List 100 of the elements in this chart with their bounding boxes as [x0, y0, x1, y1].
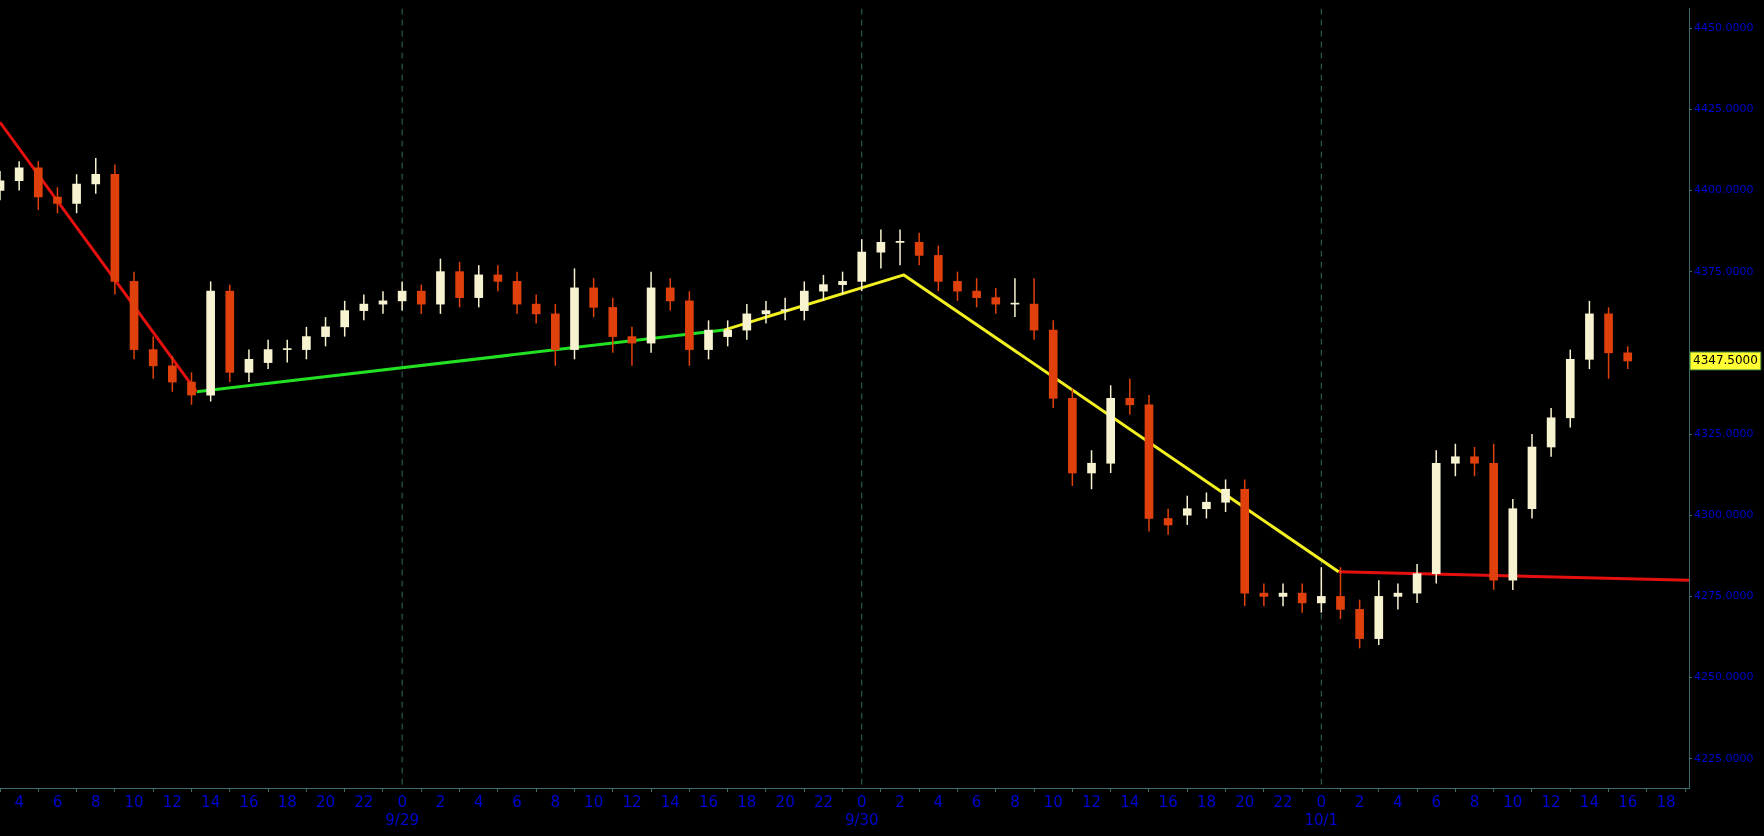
candlestick — [187, 371, 196, 406]
x-tick-label: 6 — [52, 792, 63, 811]
x-tick-label: 12 — [162, 792, 182, 811]
candlestick — [512, 270, 522, 315]
x-tick-label: 2 — [895, 792, 905, 811]
candlestick — [91, 157, 101, 195]
candlestick — [761, 300, 771, 325]
x-tick-label: 6 — [512, 792, 522, 811]
candlestick — [799, 280, 809, 322]
candlestick — [168, 355, 177, 393]
y-tick-label: 4450.0000 — [1694, 20, 1754, 34]
x-tick-label: 8 — [90, 792, 101, 811]
x-tick-label: 22 — [354, 792, 374, 811]
y-tick-label: 4225.0000 — [1694, 751, 1754, 765]
x-tick-label: 10 — [584, 792, 604, 811]
candlestick — [1470, 446, 1479, 477]
x-tick-label: 18 — [737, 792, 757, 811]
candlestick — [1451, 443, 1460, 477]
y-tick-label: 4325.0000 — [1694, 426, 1754, 440]
x-tick-label: 14 — [1579, 792, 1599, 811]
x-tick-label: 18 — [1656, 792, 1676, 811]
x-tick-label: 2 — [1354, 792, 1365, 811]
candlestick — [416, 283, 426, 315]
candlestick — [148, 335, 158, 380]
candlestick — [359, 293, 369, 322]
candlestick — [263, 339, 273, 370]
candlestick — [340, 300, 350, 338]
x-tick-label: 12 — [1541, 792, 1561, 811]
y-tick-label: 4400.0000 — [1694, 183, 1754, 197]
y-tick-label: 4275.0000 — [1694, 589, 1754, 603]
candlestick — [1412, 563, 1422, 604]
candlestick — [1297, 582, 1307, 614]
x-tick-label: 14 — [1120, 792, 1140, 811]
candlestick — [321, 316, 330, 348]
y-tick-label: 4425.0000 — [1694, 102, 1754, 116]
candlestick — [819, 274, 828, 302]
x-tick-label: 14 — [660, 792, 680, 811]
x-tick-label: 20 — [316, 792, 336, 811]
x-tick-label: 0 10/1 — [1304, 792, 1339, 829]
candlestick — [474, 264, 484, 309]
x-tick-label: 16 — [698, 792, 719, 811]
candlestick — [1125, 378, 1135, 416]
x-tick-label: 18 — [277, 792, 297, 811]
candlestick — [1163, 507, 1173, 536]
candlestick — [972, 277, 981, 309]
candlestick — [627, 326, 637, 367]
x-tick-label: 0 9/29 — [385, 792, 419, 829]
candlestick — [1259, 582, 1269, 607]
x-tick-label: 0 9/30 — [844, 792, 879, 829]
text: 4347.5000 — [1693, 353, 1758, 368]
candlestick — [1336, 566, 1345, 620]
x-tick-label: 4 — [1393, 792, 1403, 811]
x-tick-label: 22 — [813, 792, 833, 811]
x-tick-label: 8 — [1010, 792, 1020, 811]
candlestick — [895, 228, 905, 266]
y-tick-label: 4375.0000 — [1694, 264, 1754, 278]
candlestick — [704, 319, 713, 361]
candlestick — [723, 319, 733, 348]
x-tick-label: 4 — [473, 792, 484, 811]
candlestick — [244, 348, 254, 383]
x-tick-label: 6 — [971, 792, 982, 811]
candlestick — [493, 264, 503, 292]
x-tick-label: 8 — [1469, 792, 1480, 811]
x-tick-label: 10 — [1503, 792, 1523, 811]
candlestick — [1393, 582, 1403, 611]
candlestick — [302, 326, 311, 361]
candlestick — [1087, 449, 1096, 490]
candlestick — [72, 173, 81, 214]
x-tick-label: 14 — [201, 792, 221, 811]
candlestick — [914, 231, 924, 266]
candlestick — [838, 270, 847, 296]
candlestick — [282, 339, 292, 364]
candlestick — [1182, 494, 1192, 526]
y-tick-label: 4300.0000 — [1694, 508, 1754, 522]
candlestick — [1221, 478, 1230, 513]
candlestick — [1202, 491, 1211, 520]
y-tick-label: 4250.0000 — [1694, 670, 1754, 684]
x-tick-label: 16 — [1158, 792, 1178, 811]
x-tick-label: 22 — [1273, 792, 1293, 811]
x-tick-label: 16 — [1618, 792, 1638, 811]
x-tick-label: 10 — [1043, 792, 1063, 811]
x-tick-label: 10 — [124, 792, 144, 811]
x-tick-label: 2 — [435, 792, 446, 811]
candlestick — [780, 296, 790, 322]
candlestick — [1278, 582, 1288, 607]
x-tick-label: 6 — [1431, 792, 1441, 811]
candlestick — [53, 186, 62, 214]
candlestick — [589, 277, 598, 318]
candlestick — [1317, 566, 1326, 614]
candlestick — [953, 270, 962, 302]
x-tick-label: 12 — [622, 792, 642, 811]
x-tick-label: 4 — [14, 792, 24, 811]
x-tick-label: 20 — [775, 792, 795, 811]
candlestick — [531, 293, 541, 325]
x-tick-label: 8 — [550, 792, 561, 811]
candlestick — [1623, 345, 1633, 370]
candlestick — [14, 160, 24, 192]
x-tick-label: 18 — [1196, 792, 1216, 811]
x-tick-label: 20 — [1235, 792, 1255, 811]
x-tick-label: 4 — [933, 792, 944, 811]
